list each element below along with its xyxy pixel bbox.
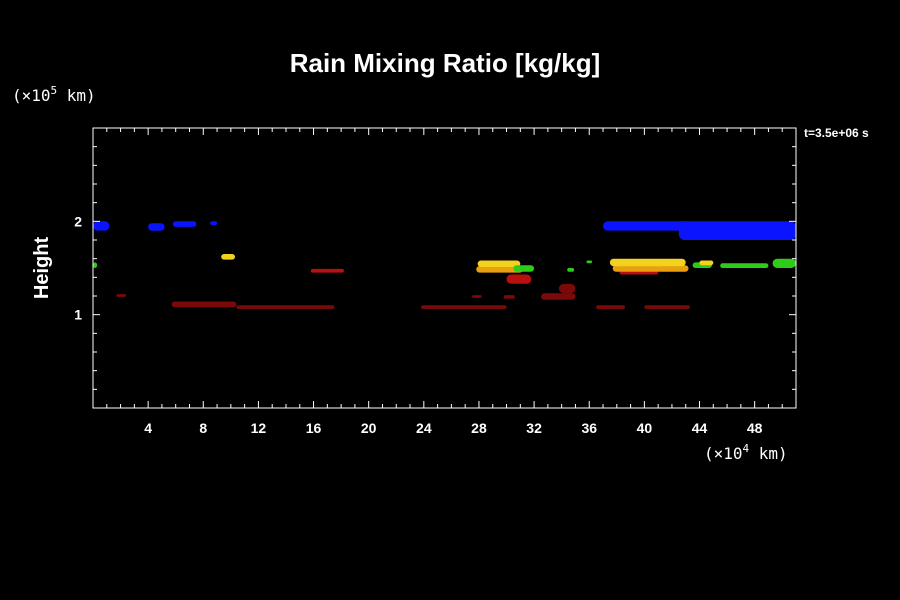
rain-region-darkred xyxy=(503,295,515,299)
x-unit-label: (×104 km) xyxy=(704,442,788,463)
rain-region-yellow xyxy=(699,260,714,266)
rain-region-yellow xyxy=(477,260,521,267)
x-tick-label: 4 xyxy=(144,420,152,436)
rain-region-green xyxy=(513,265,535,272)
rain-region-darkred xyxy=(116,294,126,297)
rain-region-orange xyxy=(476,266,524,273)
rain-region-yellow xyxy=(221,254,235,260)
x-tick-label: 40 xyxy=(637,420,653,436)
rain-region-blue xyxy=(172,221,197,227)
x-tick-label: 36 xyxy=(581,420,597,436)
plot-regions xyxy=(93,221,796,309)
rain-region-darkred xyxy=(596,305,625,309)
x-tick-label: 44 xyxy=(692,420,708,436)
x-tick-label: 20 xyxy=(361,420,377,436)
rain-region-green xyxy=(720,263,769,268)
time-label: t=3.5e+06 s xyxy=(804,126,869,140)
rain-region-green xyxy=(567,268,575,272)
rain-region-green xyxy=(772,258,796,268)
rain-region-darkred xyxy=(644,305,690,309)
x-tick-label: 16 xyxy=(306,420,322,436)
rain-region-darkred xyxy=(236,305,335,309)
x-tick-label: 8 xyxy=(199,420,207,436)
rain-region-darkred xyxy=(541,293,576,300)
x-unit-prefix: (×10 xyxy=(704,444,743,463)
rain-region-red xyxy=(619,270,659,275)
rain-region-blue xyxy=(148,223,165,231)
rain-region-yellow xyxy=(609,258,686,267)
rain-region-blue xyxy=(603,221,693,231)
rain-region-orange xyxy=(612,265,689,272)
rain-region-darkred xyxy=(421,305,507,309)
rain-region-blue xyxy=(678,221,796,240)
rain-region-blue xyxy=(210,221,218,225)
rain-region-red xyxy=(506,274,532,284)
plot-frame xyxy=(92,127,797,409)
rain-region-red xyxy=(310,268,344,273)
y-unit-prefix: (×10 xyxy=(12,86,51,105)
rain-region-darkred xyxy=(558,283,576,294)
rain-region-darkred xyxy=(171,301,237,308)
y-tick-label: 2 xyxy=(74,213,82,229)
x-tick-label: 32 xyxy=(526,420,542,436)
x-tick-label: 48 xyxy=(747,420,763,436)
y-unit-label: (×105 km) xyxy=(12,84,96,105)
x-tick-label: 12 xyxy=(251,420,267,436)
y-unit-suffix: km) xyxy=(57,86,96,105)
y-tick-label: 1 xyxy=(74,307,82,323)
y-unit-exponent: 5 xyxy=(51,84,58,97)
y-axis-label: Height xyxy=(31,237,53,300)
rain-region-darkred xyxy=(472,295,482,298)
x-tick-label: 28 xyxy=(471,420,487,436)
x-unit-suffix: km) xyxy=(749,444,788,463)
x-unit-exponent: 4 xyxy=(743,442,750,455)
x-tick-label: 24 xyxy=(416,420,432,436)
chart-title: Rain Mixing Ratio [kg/kg] xyxy=(290,48,601,78)
rain-region-blue xyxy=(93,221,110,231)
rain-region-green xyxy=(93,262,98,268)
rain-region-green xyxy=(586,260,592,264)
